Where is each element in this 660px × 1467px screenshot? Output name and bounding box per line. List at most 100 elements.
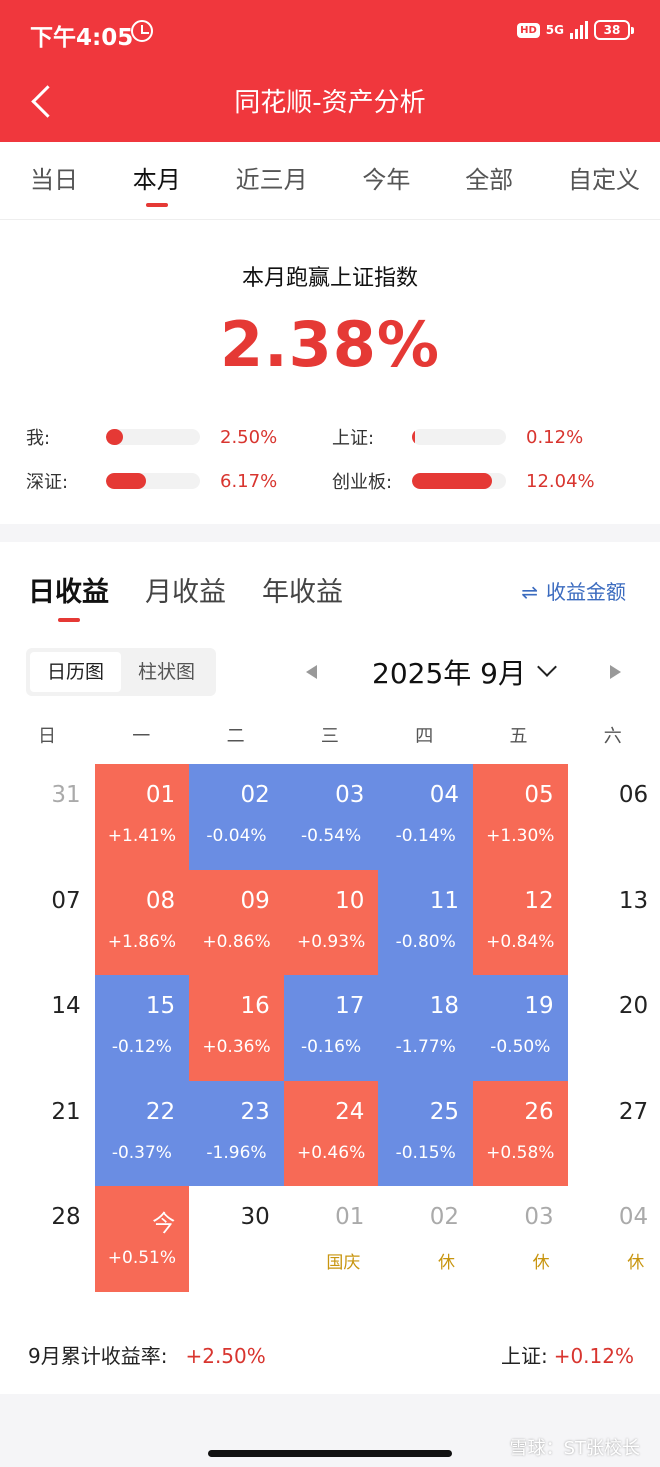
day-number: 06 [618,782,649,808]
calendar-day[interactable]: 10 +0.93% [283,869,379,976]
day-return: +0.46% [296,1142,366,1163]
day-return: -1.77% [395,1037,456,1058]
day-return: -0.12% [111,1037,172,1058]
weekday-label: 六 [603,726,622,747]
weekday-label: 日 [38,726,56,747]
day-number: 23 [240,1098,270,1125]
day-number: 01 [145,782,176,808]
tab-monthly-gain[interactable]: 月收益 [145,577,226,608]
day-return: +1.86% [107,931,177,952]
gain-tabs: 日收益 月收益 年收益 [28,570,343,609]
compare-value: 6.17% [220,470,278,492]
weekday-label: 二 [226,726,245,747]
calendar-day[interactable]: 09 +0.86% [189,869,284,976]
calendar-day[interactable]: 今 +0.51% [94,1186,190,1292]
calendar-day[interactable]: 19 -0.50% [473,975,568,1081]
compare-value: 12.04% [526,470,595,492]
tab-all[interactable]: 全部 [465,166,514,194]
calendar-day[interactable]: 17 -0.16% [283,975,379,1081]
calendar-day[interactable]: 13 [568,870,660,976]
compare-bar-fill [106,473,147,489]
day-return: +0.93% [296,931,366,952]
calendar-day[interactable]: 03 -0.54% [283,764,379,870]
day-number: 18 [429,993,459,1020]
index-value: +0.12% [553,1344,634,1368]
day-number: 25 [429,1098,459,1125]
calendar-day[interactable]: 20 [568,975,660,1081]
compare-label: 创业板: [332,472,393,493]
battery-icon: 38 [594,20,634,40]
weekday-label: 三 [320,726,339,747]
day-return: +0.36% [202,1037,271,1058]
calendar-day[interactable]: 24 +0.46% [283,1080,379,1187]
prev-month-icon[interactable] [306,665,317,679]
tab-this-year[interactable]: 今年 [362,166,411,194]
day-number: 21 [51,1098,81,1125]
alarm-icon [131,20,153,42]
calendar-day[interactable]: 04 -0.14% [378,764,473,870]
tab-custom[interactable]: 自定义 [567,166,640,194]
calendar-day[interactable]: 11 -0.80% [378,869,473,976]
day-return: -1.96% [206,1142,267,1163]
day-number: 09 [240,887,270,914]
day-return: +0.58% [486,1142,555,1163]
calendar-day[interactable]: 30 [189,1186,284,1292]
day-return: +0.86% [202,931,271,952]
tab-today[interactable]: 当日 [30,166,78,194]
day-number: 14 [51,993,81,1020]
calendar-day[interactable]: 21 [0,1081,95,1187]
calendar-day[interactable]: 08 +1.86% [94,869,190,976]
calendar-day[interactable]: 18 -1.77% [378,975,473,1081]
swap-icon: ⇌ [521,580,538,604]
calendar-day[interactable]: 04 休 [568,1186,660,1292]
calendar-day[interactable]: 28 [0,1186,95,1292]
calendar-day[interactable]: 26 +0.58% [473,1080,568,1187]
month-selector[interactable]: 2025年 9月 [372,657,526,690]
day-number: 08 [145,887,176,914]
calendar-day[interactable]: 02 休 [378,1186,473,1292]
calendar-day[interactable]: 07 [0,870,95,976]
view-bar-option[interactable]: 柱状图 [137,661,195,683]
calendar-day[interactable]: 02 -0.04% [189,764,284,870]
tab-yearly-gain[interactable]: 年收益 [262,577,343,608]
summary-value: 2.38% [219,308,441,381]
chevron-down-icon[interactable] [537,657,557,677]
calendar-day[interactable]: 25 -0.15% [378,1080,473,1187]
calendar-day[interactable]: 01 +1.41% [94,764,190,870]
calendar-day[interactable]: 03 休 [473,1186,568,1292]
calendar-day[interactable]: 15 -0.12% [94,975,190,1081]
watermark: 雪球：ST张校长 [509,1438,640,1459]
calendar-day[interactable]: 05 +1.30% [473,764,568,870]
next-month-icon[interactable] [610,665,621,679]
calendar-day[interactable]: 16 +0.36% [189,975,284,1081]
amount-toggle-button[interactable]: ⇌ 收益金额 [521,576,634,605]
day-number: 10 [335,887,365,914]
tab-this-month[interactable]: 本月 [133,142,181,219]
day-number: 今 [152,1211,176,1238]
calendar-day[interactable]: 22 -0.37% [94,1080,190,1187]
status-time: 下午4:05 [30,25,134,51]
compare-bar [412,473,506,489]
view-calendar-option[interactable]: 日历图 [30,652,121,692]
holiday-note: 国庆 [326,1253,361,1274]
day-number: 02 [240,782,270,808]
tab-three-months[interactable]: 近三月 [235,166,308,194]
holiday-note: 休 [532,1253,550,1274]
tab-daily-gain[interactable]: 日收益 [28,570,109,609]
compare-bar-fill [106,429,123,445]
home-indicator[interactable] [208,1450,452,1457]
calendar-day[interactable]: 06 [568,764,660,870]
status-indicators: HD 5G 38 [517,20,634,40]
day-return: -0.14% [395,826,456,846]
calendar-day[interactable]: 27 [568,1081,660,1187]
day-number: 05 [524,782,554,808]
calendar-day[interactable]: 01 国庆 [284,1186,379,1292]
calendar-card: 日收益 月收益 年收益 ⇌ 收益金额 日历图 柱状图 2025年 9月 日 一 二 三 四… [0,542,660,1394]
calendar-day[interactable]: 31 [0,764,95,870]
calendar-day[interactable]: 14 [0,975,95,1081]
calendar-day[interactable]: 12 +0.84% [473,869,568,976]
day-number: 19 [524,993,554,1020]
compare-bar-fill [412,473,492,489]
cumulative-return: 9月累计收益率: +2.50% [28,1340,266,1369]
calendar-day[interactable]: 23 -1.96% [189,1080,284,1187]
